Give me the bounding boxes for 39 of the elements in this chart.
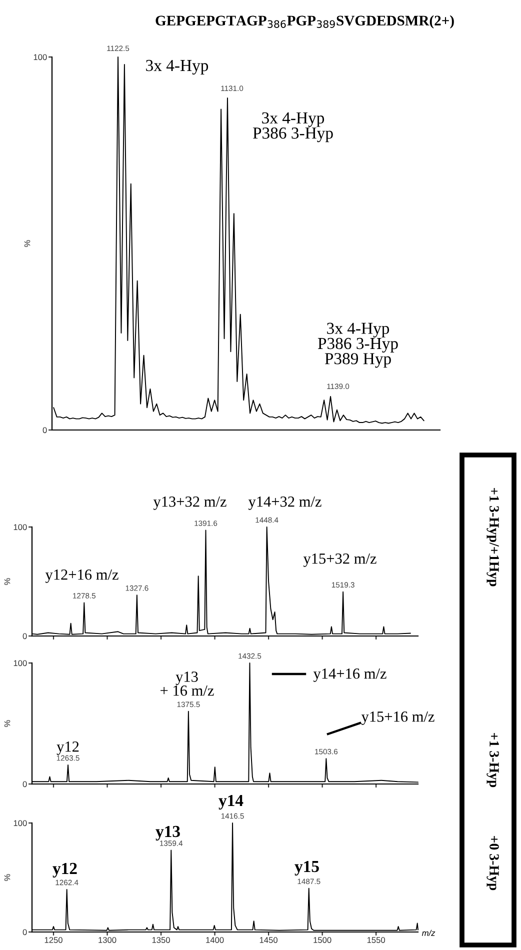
y-tick-label: 0 [42,427,47,434]
text: y14 [218,794,244,810]
y-tick-label: 100 [14,660,27,666]
y-tick-label: 100 [34,54,47,60]
text: +1 3-Hyp [486,733,499,788]
x-tick-label: 1500 [314,937,332,943]
y-axis-title: % [4,874,10,881]
annotation: y15 [294,860,319,876]
y-axis-title: % [24,240,30,247]
annotation: y13 [156,826,180,841]
annotation: 3x 4-Hyp P386 3-Hyp P389 Hyp [318,322,398,368]
y-tick-label: 0 [22,929,27,936]
y-tick-label: 0 [22,633,27,640]
text: y14+32 m/z [248,496,322,510]
x-tick-label: 1300 [98,937,116,943]
text: +0 3-Hyp [486,836,499,890]
x-tick-label: 1250 [44,937,62,943]
chart-title: GEPGEPGTAGP$_{386}$PGP$_{389}$SVGDEDSMR(2+) [156,15,454,29]
x-axis-title: m/z [422,930,436,936]
annotation: y14+16 m/z [313,668,386,682]
x-tick-label: 1550 [367,937,386,943]
y-tick-label: 0 [22,781,27,788]
y-axis-title: % [4,720,10,727]
y-tick-label: 100 [14,820,27,826]
annotation: 3x 4-Hyp P386 3-Hyp [252,112,333,142]
annotation: y15+16 m/z [361,712,434,725]
y-axis-title: % [4,578,10,585]
annotation: y12+16 m/z [45,570,118,583]
annotation: y12 [56,742,79,755]
x-tick-label: 1400 [206,937,224,943]
x-tick-label: 1450 [260,937,278,943]
annotation: y13 + 16 m/z [160,672,214,696]
annotation: y15+32 m/z [303,554,376,567]
y-tick-label: 100 [14,524,27,530]
annotation: y12 [52,862,77,878]
x-tick-label: 1350 [152,937,170,943]
text: +1 3-Hyp/+1Hyp [486,488,499,586]
annotation: 3x 4-Hyp [146,60,208,75]
text: y13+32 m/z [153,496,226,510]
